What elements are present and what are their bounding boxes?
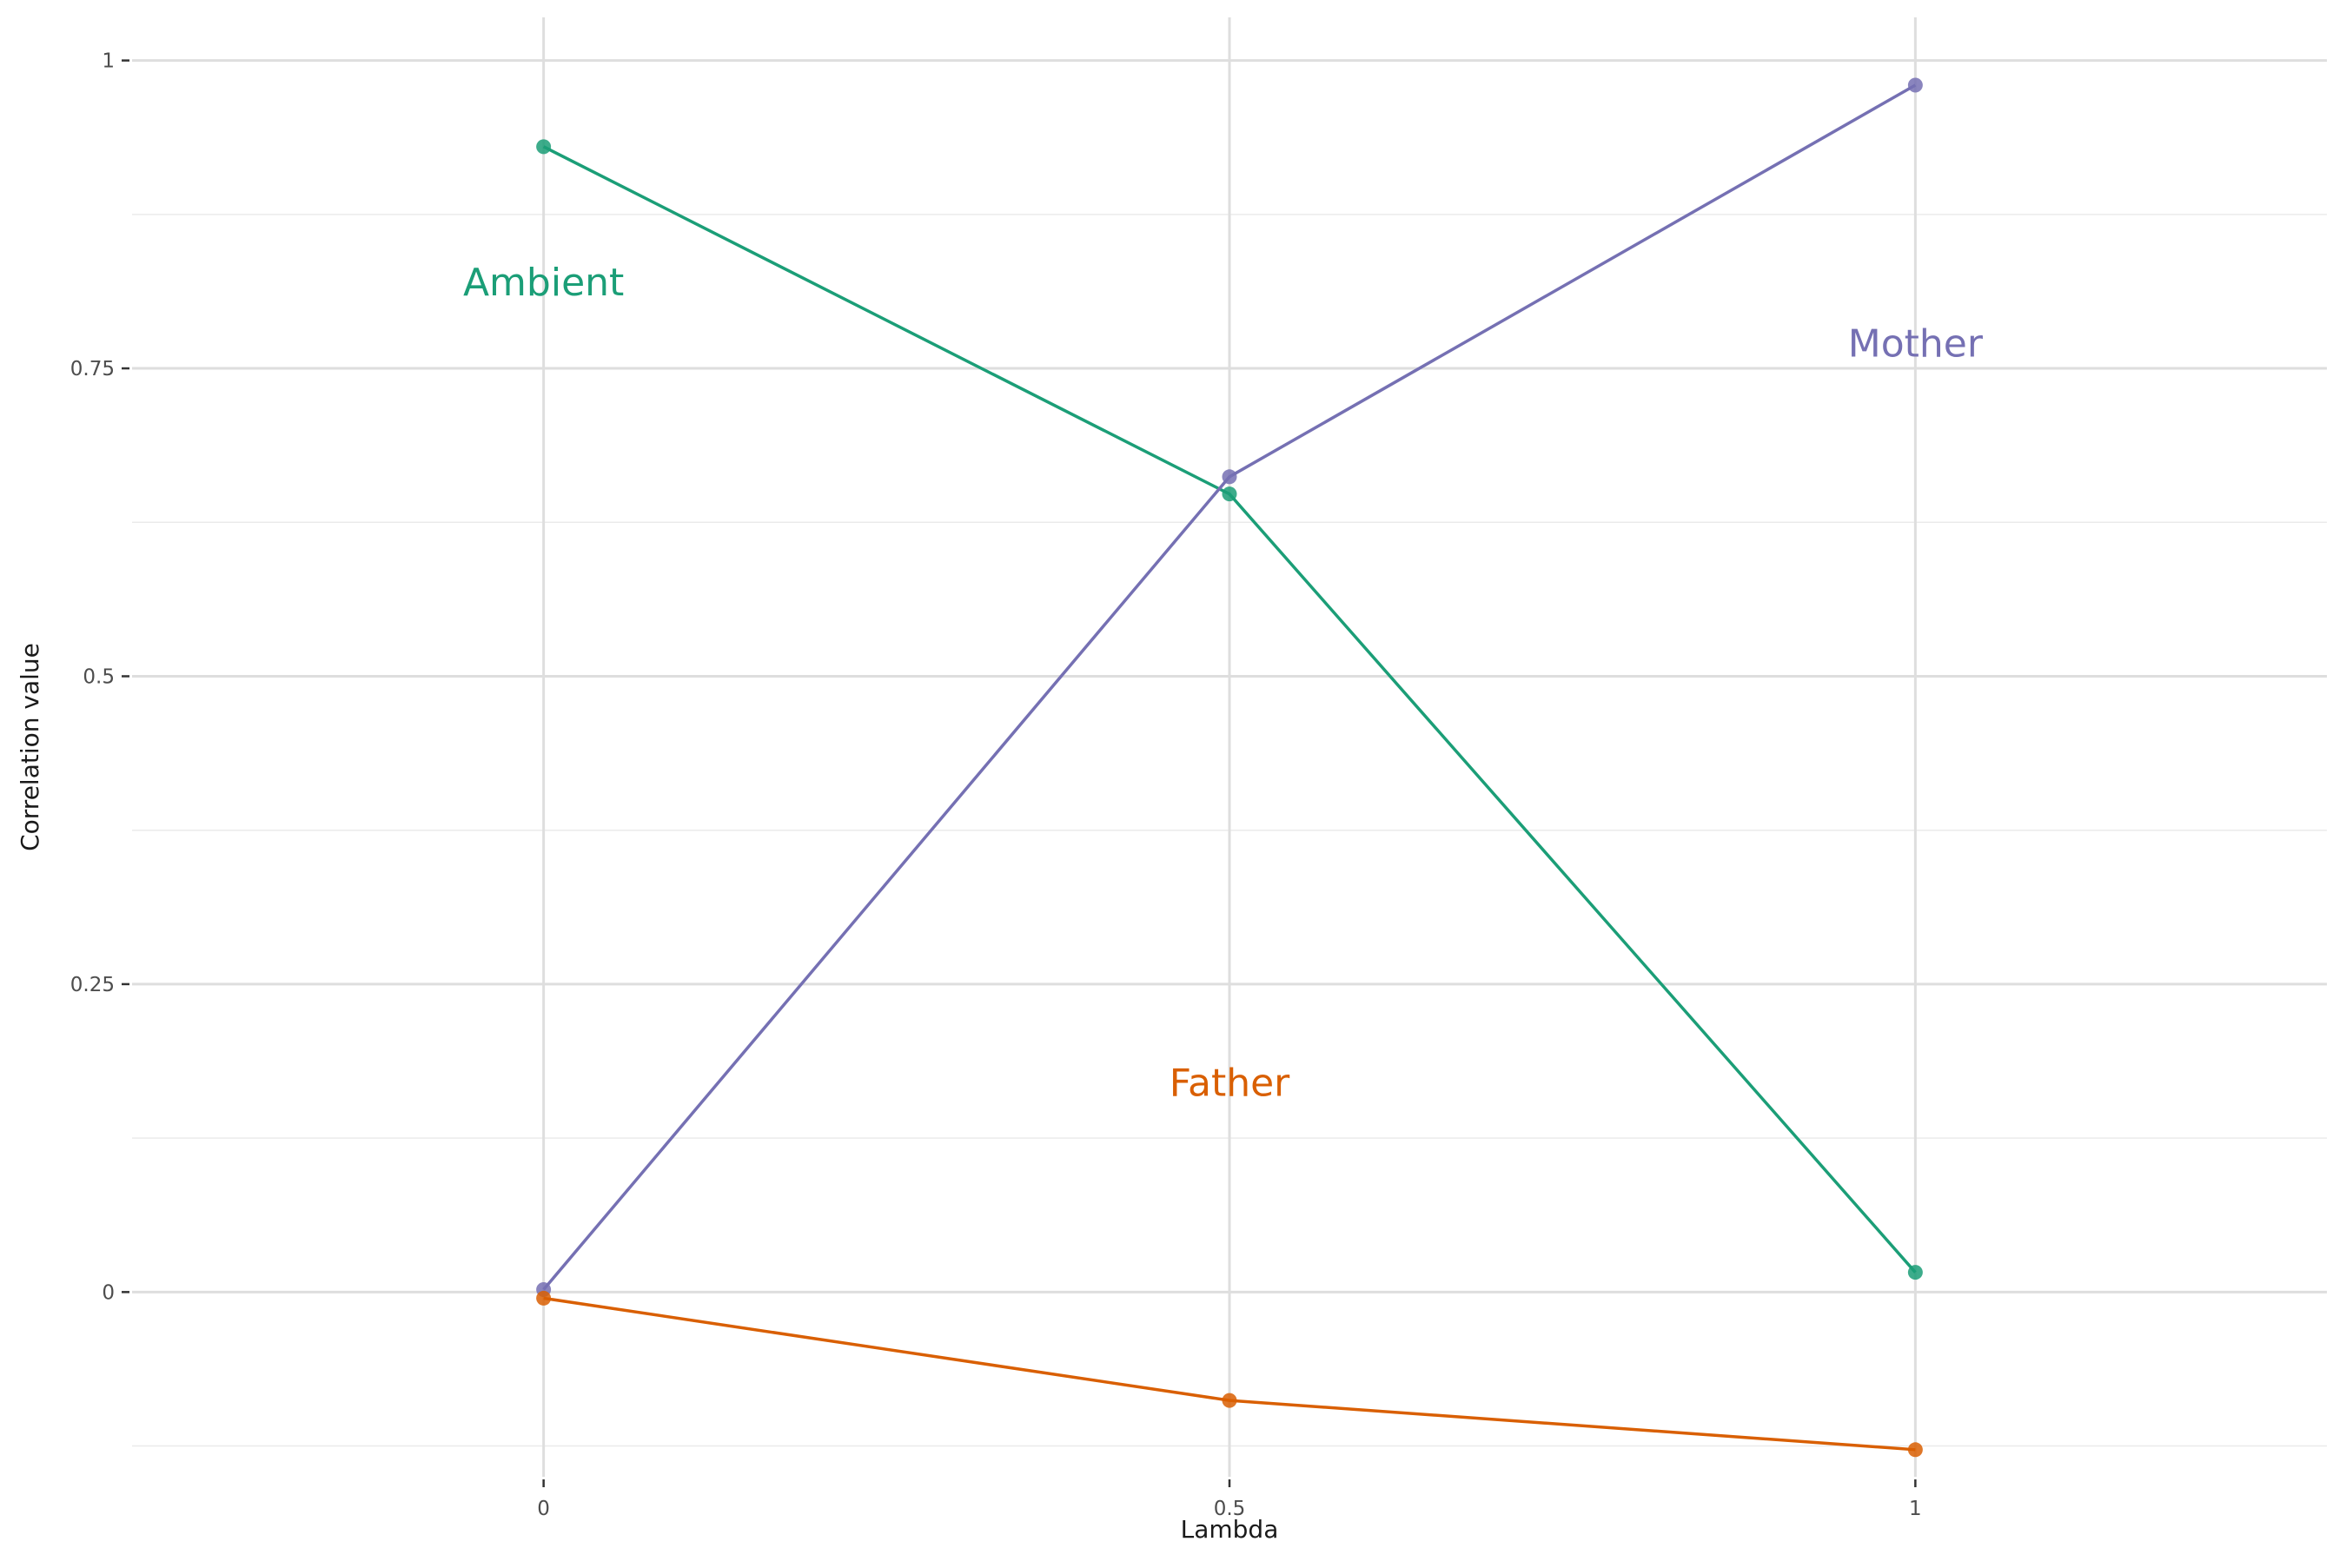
x-axis-title: Lambda [1181,1515,1279,1544]
data-point-ambient [536,139,552,155]
data-point-mother [1222,469,1237,485]
data-point-father [536,1290,552,1306]
data-point-mother [1907,77,1923,93]
axes: 0 0.25 0.5 0.75 1 0 0.5 1 [70,50,1922,1520]
y-axis-title: Correlation value [16,643,44,851]
data-point-father [1907,1442,1923,1458]
y-tick-label: 0.25 [70,974,115,996]
data-point-father [1222,1393,1237,1408]
x-tick-label: 0 [537,1498,550,1520]
grid-lines [132,17,2327,1477]
series-labels: Ambient Mother Father [463,261,1984,1106]
series-group [536,77,1923,1458]
series-label-mother: Mother [1848,322,1984,367]
y-tick-label: 0.5 [83,665,115,688]
x-tick-label: 0.5 [1214,1498,1246,1520]
y-tick-label: 0 [102,1281,115,1304]
x-tick-label: 1 [1909,1498,1922,1520]
y-tick-label: 0.75 [70,358,115,380]
data-point-ambient [1222,486,1237,502]
data-point-ambient [1907,1265,1923,1280]
y-tick-label: 1 [102,50,115,73]
series-label-father: Father [1170,1061,1290,1105]
series-label-ambient: Ambient [463,261,624,305]
